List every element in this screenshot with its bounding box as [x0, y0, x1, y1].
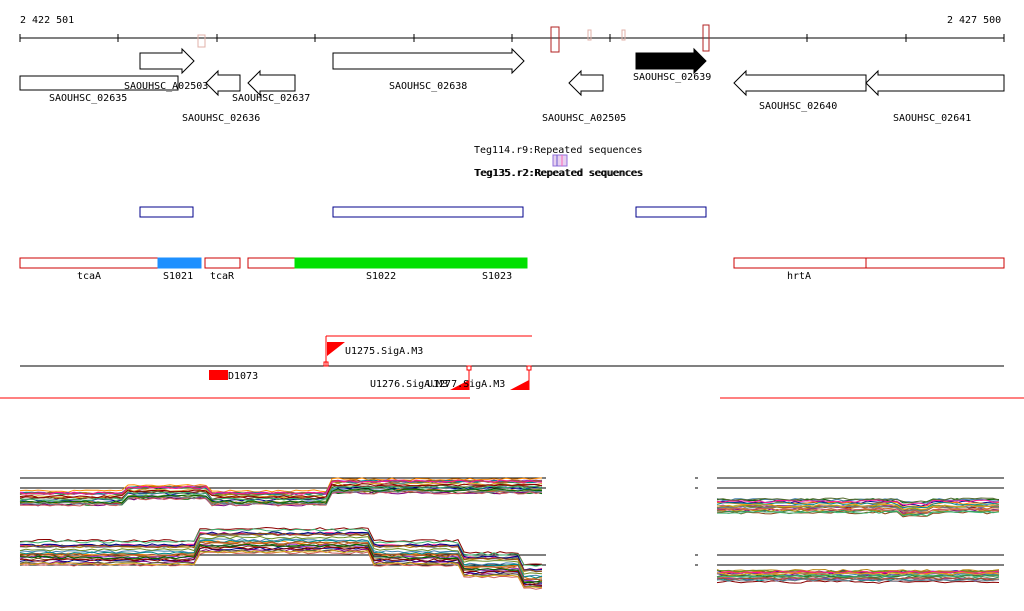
gene-arrow-A02503[interactable]	[139, 47, 195, 75]
expression-line	[19, 550, 543, 588]
promoter-label[interactable]: U1275.SigA.M3	[345, 346, 423, 357]
gene-label[interactable]: SAOUHSC_02640	[759, 101, 837, 112]
segment-box[interactable]	[247, 257, 296, 269]
gene-arrow-02635[interactable]	[19, 75, 179, 91]
expression-line	[19, 539, 543, 579]
segment-hrtA[interactable]	[733, 257, 867, 269]
segment-S1021[interactable]	[157, 257, 202, 269]
start-coordinate: 2 422 501	[20, 15, 74, 26]
expression-line	[716, 578, 1000, 582]
promoter-D1073[interactable]	[209, 370, 228, 380]
gene-label[interactable]: SAOUHSC_02639	[633, 72, 711, 83]
expression-line	[19, 531, 543, 571]
expression-line	[716, 574, 1000, 578]
gene-label[interactable]: SAOUHSC_02638	[389, 81, 467, 92]
utr-box[interactable]	[139, 206, 194, 218]
expression-line	[716, 499, 1000, 506]
end-coordinate: 2 427 500	[947, 15, 1001, 26]
repeat-label[interactable]: Teg135.r2:Repeated sequences	[474, 168, 643, 179]
expression-line	[19, 549, 543, 588]
utr-track	[139, 206, 707, 218]
expression-profile-tracks	[19, 477, 1004, 590]
expression-line	[716, 510, 1000, 517]
expression-line	[19, 488, 543, 504]
expression-line	[716, 577, 1000, 581]
gene-arrow-02637[interactable]	[247, 69, 296, 97]
promoter-label[interactable]: D1073	[228, 371, 258, 382]
gene-arrow-02640[interactable]	[733, 69, 867, 97]
segment-label: S1021	[163, 271, 193, 282]
utr-box[interactable]	[635, 206, 707, 218]
segment-track	[19, 257, 1005, 269]
ruler-marker[interactable]	[621, 29, 626, 41]
expression-line	[716, 572, 1000, 576]
ruler-marker[interactable]	[550, 26, 560, 53]
promoter-label[interactable]: U1276.SigA.M3	[370, 379, 448, 390]
segment-label: S1023	[482, 271, 512, 282]
expression-line	[19, 528, 543, 567]
gene-arrow-02641[interactable]	[865, 69, 1005, 97]
gene-label[interactable]: SAOUHSC_02641	[893, 113, 971, 124]
expression-line	[716, 580, 1000, 584]
expression-line	[19, 543, 543, 584]
segment-label: hrtA	[787, 271, 811, 282]
expression-line	[19, 479, 543, 495]
utr-box[interactable]	[332, 206, 524, 218]
segment-label: S1022	[366, 271, 396, 282]
gene-label[interactable]: SAOUHSC_A02505	[542, 113, 626, 124]
promoter-flag-U1276[interactable]	[510, 380, 529, 390]
expression-line	[19, 526, 543, 566]
promoter-flag-U1277[interactable]	[450, 380, 469, 390]
segment-S1022[interactable]	[294, 257, 528, 269]
segment-tcaA[interactable]	[19, 257, 159, 269]
gene-labels: SAOUHSC_A02503 SAOUHSC_02637 SAOUHSC_026…	[49, 72, 971, 124]
ruler-marker[interactable]	[197, 34, 206, 48]
repeat-label-shadow: Teg135.r2:Repeated sequences	[475, 168, 644, 179]
gene-arrow-02639-selected[interactable]	[635, 47, 707, 75]
promoter-flag-U1275[interactable]	[327, 342, 345, 356]
expression-line	[716, 570, 1000, 574]
expression-line	[716, 507, 1000, 514]
gene-arrows-track	[19, 47, 1005, 97]
expression-line	[716, 505, 1000, 512]
segment-label: tcaR	[210, 271, 235, 282]
repeat-label[interactable]: Teg114.r9:Repeated sequences	[474, 145, 643, 156]
repeat-box[interactable]	[552, 154, 568, 167]
segment-label: tcaA	[77, 271, 101, 282]
expression-line	[19, 491, 543, 507]
expression-line	[19, 541, 543, 581]
expression-line	[19, 532, 543, 573]
promoter-track	[0, 335, 1024, 399]
ruler-marker[interactable]	[702, 24, 710, 52]
expression-line	[19, 546, 542, 586]
gene-label[interactable]: SAOUHSC_02636	[182, 113, 260, 124]
coordinate-ruler	[19, 34, 1005, 42]
expression-line	[19, 485, 543, 502]
expression-line	[716, 501, 1000, 509]
expression-line	[19, 541, 543, 582]
gene-arrow-02636[interactable]	[205, 69, 241, 97]
ruler-marker[interactable]	[587, 29, 592, 41]
expression-line	[19, 535, 543, 575]
gene-arrow-A02505[interactable]	[568, 69, 604, 97]
expression-line	[19, 477, 543, 493]
promoter-label[interactable]: U1277.SigA.M3	[427, 379, 505, 390]
gene-label[interactable]: SAOUHSC_02637	[232, 93, 310, 104]
expression-line	[19, 538, 543, 578]
segment-tcaR[interactable]	[204, 257, 241, 269]
gene-label[interactable]: SAOUHSC_02635	[49, 93, 127, 104]
gene-label[interactable]: SAOUHSC_A02503	[124, 81, 208, 92]
expression-line	[716, 497, 1000, 504]
gene-arrow-02638[interactable]	[332, 47, 525, 75]
expression-line	[19, 483, 543, 499]
segment-box[interactable]	[865, 257, 1005, 269]
expression-line	[716, 503, 1000, 511]
